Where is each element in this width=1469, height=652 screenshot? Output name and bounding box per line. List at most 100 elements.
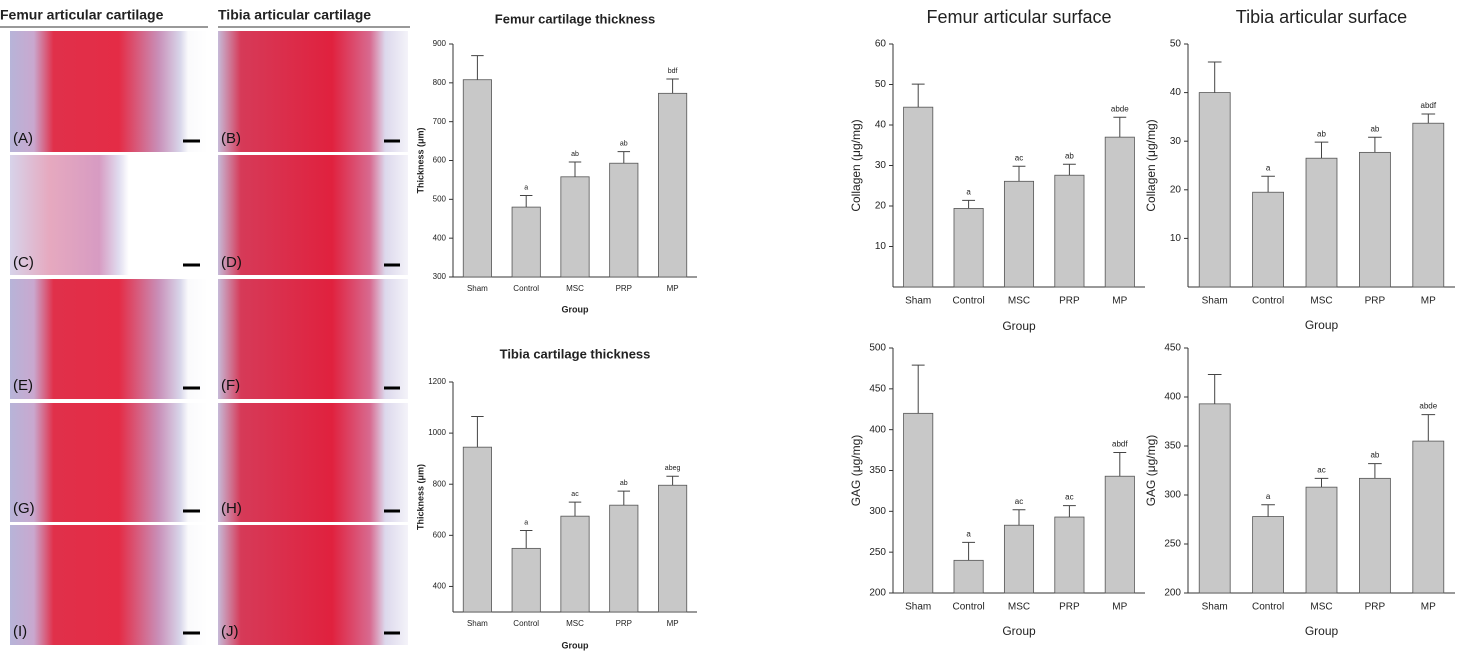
x-axis-label: Group <box>562 304 589 314</box>
y-tick-label: 200 <box>1164 588 1181 599</box>
x-tick-label: Sham <box>1202 296 1228 307</box>
y-axis-label: Thickness (μm) <box>415 127 425 193</box>
y-tick-label: 350 <box>1164 441 1181 452</box>
y-tick-label: 40 <box>1170 87 1182 98</box>
significance-label: abdf <box>1112 440 1128 449</box>
micrograph <box>10 403 208 522</box>
error-bar <box>1063 506 1076 517</box>
y-tick-label: 60 <box>875 39 887 50</box>
error-bar <box>1013 510 1026 526</box>
error-bar <box>666 79 678 93</box>
y-axis-label: GAG (μg/mg) <box>1144 435 1158 507</box>
bar <box>512 207 540 277</box>
y-tick-label: 300 <box>869 506 886 517</box>
error-bar <box>1063 164 1076 175</box>
error-bar <box>912 84 925 107</box>
bar <box>1199 404 1230 593</box>
error-bar <box>520 530 532 548</box>
bar <box>463 447 491 612</box>
error-bar <box>1113 453 1126 477</box>
x-tick-label: MSC <box>1008 602 1030 613</box>
panel-label: (F) <box>221 377 240 394</box>
y-axis-label: Thickness (μm) <box>415 464 425 530</box>
bar <box>610 505 638 612</box>
error-bar <box>912 365 925 413</box>
y-tick-label: 1200 <box>428 377 446 386</box>
micrograph <box>218 403 408 522</box>
x-axis-label: Group <box>1305 318 1339 332</box>
chart-title: Tibia cartilage thickness <box>500 346 651 361</box>
y-tick-label: 30 <box>1170 136 1182 147</box>
significance-label: ab <box>571 151 579 158</box>
significance-label: a <box>524 184 528 191</box>
x-tick-label: MP <box>1112 602 1127 613</box>
panel-label: (I) <box>13 623 27 640</box>
micrograph <box>10 279 208 399</box>
x-axis-label: Group <box>1002 319 1036 333</box>
micrograph <box>218 31 408 152</box>
y-tick-label: 900 <box>433 39 447 48</box>
chart-title: Tibia articular surface <box>1236 7 1407 27</box>
significance-label: abeg <box>665 465 681 472</box>
column-header: Femur articular cartilage <box>0 7 164 23</box>
significance-label: ab <box>1370 451 1379 460</box>
significance-label: abdf <box>1421 101 1437 110</box>
bar <box>1004 525 1033 593</box>
error-bar <box>1208 62 1222 93</box>
x-tick-label: PRP <box>1059 602 1080 613</box>
x-tick-label: Sham <box>467 284 488 293</box>
error-bar <box>471 417 483 448</box>
x-tick-label: Control <box>1252 602 1284 613</box>
x-tick-label: MP <box>1421 296 1436 307</box>
panel-label: (B) <box>221 130 241 147</box>
bar <box>1359 152 1390 287</box>
significance-label: ac <box>1015 153 1023 162</box>
y-tick-label: 500 <box>433 194 447 203</box>
y-tick-label: 1000 <box>428 428 446 437</box>
y-tick-label: 300 <box>1164 490 1181 501</box>
x-tick-label: MSC <box>1310 296 1332 307</box>
x-tick-label: MP <box>1421 602 1436 613</box>
x-tick-label: PRP <box>616 284 632 293</box>
y-axis-label: Collagen (μg/mg) <box>1144 119 1158 211</box>
significance-label: ab <box>620 480 628 487</box>
y-tick-label: 500 <box>869 343 886 354</box>
x-tick-label: PRP <box>1059 296 1080 307</box>
bar <box>1055 517 1084 593</box>
significance-label: bdf <box>668 68 678 75</box>
x-axis-label: Group <box>1305 624 1339 638</box>
x-tick-label: MP <box>667 284 679 293</box>
error-bar <box>1421 114 1435 123</box>
y-tick-label: 800 <box>433 78 447 87</box>
error-bar <box>1368 464 1382 479</box>
x-tick-label: Sham <box>905 602 931 613</box>
error-bar <box>1261 505 1275 517</box>
x-tick-label: MSC <box>566 284 584 293</box>
panel-label: (G) <box>13 500 35 517</box>
bar <box>561 177 589 277</box>
y-tick-label: 50 <box>875 79 887 90</box>
bar <box>954 560 983 593</box>
significance-label: a <box>1266 163 1271 172</box>
x-tick-label: Control <box>952 296 984 307</box>
significance-label: ab <box>620 140 628 147</box>
error-bar <box>569 162 581 177</box>
y-axis-label: GAG (μg/mg) <box>849 435 863 507</box>
significance-label: ac <box>1015 497 1023 506</box>
bar <box>1413 123 1444 287</box>
y-tick-label: 800 <box>433 479 447 488</box>
x-axis-label: Group <box>1002 624 1036 638</box>
bar <box>561 516 589 612</box>
significance-label: ab <box>1370 124 1379 133</box>
significance-label: ac <box>1065 493 1073 502</box>
y-tick-label: 250 <box>1164 539 1181 550</box>
error-bar <box>1208 374 1222 403</box>
micrograph <box>218 155 408 275</box>
micrograph <box>10 155 208 275</box>
x-tick-label: Control <box>952 602 984 613</box>
bar <box>1199 93 1230 287</box>
error-bar <box>1261 176 1275 192</box>
error-bar <box>666 476 678 485</box>
y-tick-label: 600 <box>433 530 447 539</box>
error-bar <box>962 200 975 208</box>
